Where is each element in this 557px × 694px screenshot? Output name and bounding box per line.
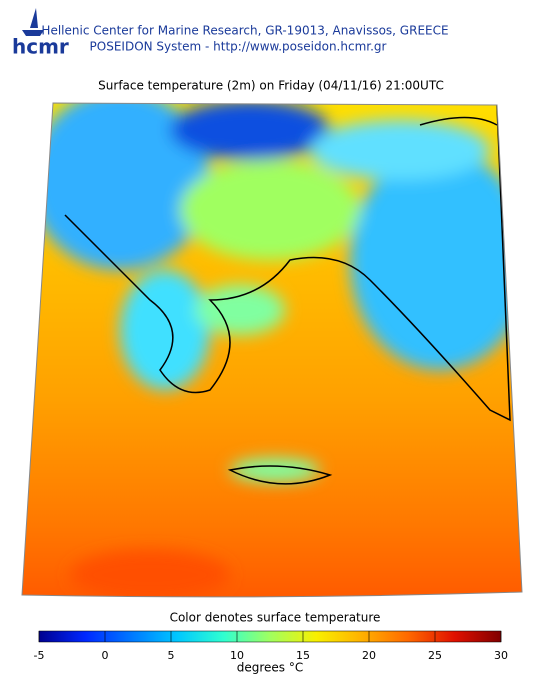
unit-label: degrees °C	[237, 661, 304, 675]
system: POSEIDON System - http://www.poseidon.hc…	[90, 40, 387, 54]
colorbar-tick-label: 5	[168, 649, 175, 662]
colorbar-tick-label: 20	[362, 649, 376, 662]
logo-text: hcmr	[12, 35, 69, 59]
map	[22, 103, 522, 597]
colorbar-tick-label: 10	[230, 649, 244, 662]
colorbar-tick-label: 15	[296, 649, 310, 662]
organization: Hellenic Center for Marine Research, GR-…	[41, 24, 448, 38]
colorbar-tick-label: 0	[102, 649, 109, 662]
colorbar-tick-label: 25	[428, 649, 442, 662]
colorbar-tick-label: 30	[494, 649, 508, 662]
colorbar-tick-label: -5	[34, 649, 45, 662]
colorbar-title: Color denotes surface temperature	[170, 611, 381, 625]
colorbar	[38, 630, 502, 643]
map-frame	[21, 102, 523, 598]
map-title: Surface temperature (2m) on Friday (04/1…	[98, 79, 444, 93]
logo-icon	[22, 8, 44, 36]
